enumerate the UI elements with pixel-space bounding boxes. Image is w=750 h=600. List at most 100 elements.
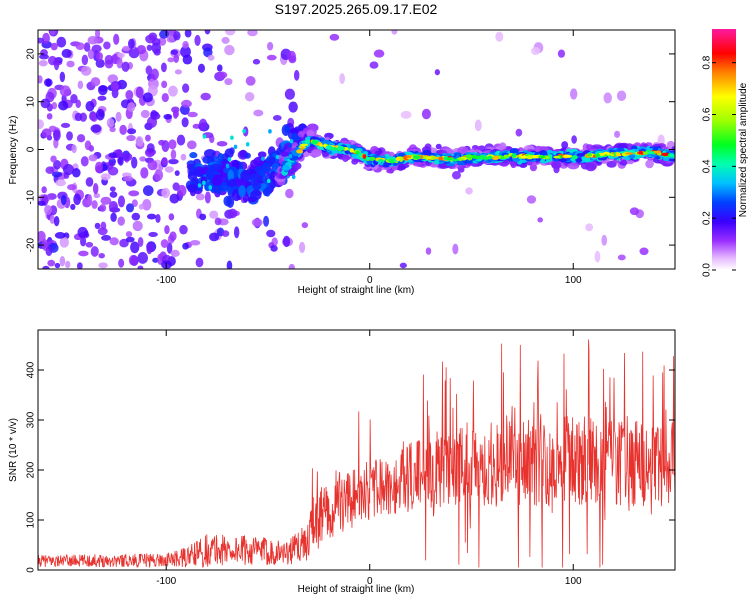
heatmap-cell xyxy=(503,154,510,159)
snr-y-tick-label: 100 xyxy=(26,511,37,528)
heatmap-cell xyxy=(93,192,101,199)
heatmap-cell xyxy=(61,48,72,59)
heatmap-cell xyxy=(60,122,71,128)
heatmap-cell xyxy=(115,111,122,122)
heatmap-cell xyxy=(456,161,466,166)
heatmap-y-axis-label: Frequency (Hz) xyxy=(8,116,19,185)
heatmap-cell xyxy=(45,78,52,87)
heatmap-cell xyxy=(116,58,123,69)
heatmap-cell xyxy=(250,189,262,201)
heatmap-cell xyxy=(90,124,102,133)
heatmap-cell xyxy=(511,153,517,158)
heatmap-cell xyxy=(160,62,167,73)
heatmap-cell xyxy=(200,176,208,184)
heatmap-cell xyxy=(293,69,300,81)
heatmap-cell xyxy=(66,60,75,68)
heatmap-cell xyxy=(88,154,98,162)
colorbar-tick-label: 0.0 xyxy=(702,263,713,277)
heatmap-cell xyxy=(628,154,636,159)
heatmap-cell xyxy=(189,240,201,246)
heatmap-cell xyxy=(289,127,299,135)
heatmap-cell xyxy=(247,30,258,37)
heatmap-cell xyxy=(369,61,379,69)
heatmap-cell xyxy=(45,246,53,257)
heatmap-cell xyxy=(270,245,278,252)
heatmap-cell xyxy=(465,187,473,195)
heatmap-cell xyxy=(77,226,88,238)
heatmap-cell xyxy=(136,44,147,55)
heatmap-cell xyxy=(110,82,120,91)
heatmap-x-tick-label: 100 xyxy=(565,275,582,286)
heatmap-cell xyxy=(349,148,354,153)
heatmap-cell xyxy=(56,36,67,48)
heatmap-cell xyxy=(242,128,246,134)
heatmap-cell xyxy=(204,30,211,35)
heatmap-cell xyxy=(282,235,291,248)
heatmap-cell xyxy=(49,215,55,224)
heatmap-cell xyxy=(135,136,144,147)
snr-y-tick-label: 200 xyxy=(26,461,37,478)
heatmap-cell xyxy=(90,246,99,257)
heatmap-cell xyxy=(125,203,135,213)
heatmap-cell xyxy=(240,169,252,182)
heatmap-cell xyxy=(253,109,264,117)
heatmap-cell xyxy=(373,49,385,58)
heatmap-cell xyxy=(515,128,523,137)
heatmap-cell xyxy=(39,54,49,60)
heatmap-cell xyxy=(561,141,569,149)
heatmap-cell xyxy=(119,238,129,248)
heatmap-cell xyxy=(51,102,58,110)
heatmap-cell xyxy=(38,37,45,44)
heatmap-cell xyxy=(38,119,44,130)
heatmap-cell xyxy=(168,158,179,165)
heatmap-cell xyxy=(164,225,170,235)
heatmap-cell xyxy=(214,217,222,226)
heatmap-cell xyxy=(119,124,127,136)
heatmap-cell xyxy=(617,254,626,261)
heatmap-cell xyxy=(182,40,189,49)
heatmap-cell xyxy=(70,93,78,104)
heatmap-cell xyxy=(70,203,76,210)
heatmap-cell xyxy=(395,164,407,171)
heatmap-cell xyxy=(642,151,649,155)
heatmap-cell xyxy=(100,173,111,181)
heatmap-cell xyxy=(77,80,84,90)
heatmap-cell xyxy=(563,154,571,158)
heatmap-cell xyxy=(81,54,89,66)
colorbar-label: Normalized spectral amplitude xyxy=(738,82,749,217)
heatmap-cell xyxy=(75,42,85,50)
heatmap-cell xyxy=(161,92,169,103)
heatmap-cell xyxy=(121,152,133,162)
heatmap-cell xyxy=(117,216,125,226)
heatmap-cell xyxy=(537,217,543,223)
snr-y-tick-label: 0 xyxy=(26,567,37,573)
heatmap-cell xyxy=(388,158,395,163)
heatmap-cell xyxy=(71,144,77,154)
heatmap-cell xyxy=(168,213,175,221)
heatmap-y-tick-label: 0 xyxy=(26,146,37,152)
heatmap-cell xyxy=(434,160,440,165)
heatmap-cell xyxy=(116,52,125,58)
heatmap-cell xyxy=(203,47,213,58)
heatmap-cell xyxy=(115,149,123,158)
heatmap-cell xyxy=(653,150,662,154)
heatmap-cell xyxy=(452,243,459,255)
heatmap-cell xyxy=(358,152,363,157)
heatmap-cell xyxy=(117,195,126,208)
heatmap-cell xyxy=(122,45,131,52)
heatmap-cell xyxy=(145,134,151,142)
snr-x-axis-label: Height of straight line (km) xyxy=(298,584,415,595)
heatmap-cell xyxy=(158,37,167,46)
heatmap-cell xyxy=(567,162,580,170)
heatmap-cell xyxy=(571,155,578,160)
heatmap-cell xyxy=(49,30,56,36)
heatmap-cell xyxy=(299,143,309,147)
colorbar: 0.0 0.2 0.4 0.6 0.8 Normalized spectral ampl… xyxy=(702,29,749,277)
heatmap-cell xyxy=(113,33,120,45)
heatmap-cell xyxy=(238,185,246,198)
heatmap-cell xyxy=(245,142,250,147)
heatmap-cell xyxy=(558,158,568,163)
heatmap-cell xyxy=(66,131,73,141)
